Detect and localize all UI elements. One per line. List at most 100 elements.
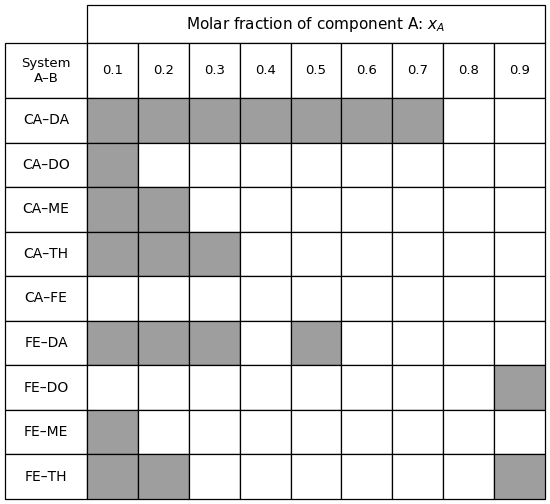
Text: 0.5: 0.5	[305, 64, 327, 77]
Bar	[240, 365, 290, 410]
Bar	[392, 43, 443, 98]
Text: FE–DA: FE–DA	[24, 336, 68, 350]
Bar	[342, 365, 392, 410]
Bar	[138, 410, 189, 455]
Text: 0.7: 0.7	[408, 64, 428, 77]
Bar	[392, 187, 443, 232]
Bar	[290, 410, 342, 455]
Bar	[189, 321, 240, 365]
Bar	[138, 143, 189, 187]
Bar	[494, 276, 545, 321]
Text: FE–DO: FE–DO	[23, 381, 69, 395]
Bar	[5, 321, 87, 365]
Bar	[87, 365, 138, 410]
Bar	[138, 98, 189, 143]
Bar	[494, 43, 545, 98]
Bar	[240, 143, 290, 187]
Bar	[138, 365, 189, 410]
Bar	[240, 232, 290, 276]
Bar	[5, 276, 87, 321]
Bar	[342, 143, 392, 187]
Bar	[443, 455, 494, 499]
Bar	[342, 321, 392, 365]
Bar	[138, 232, 189, 276]
Bar	[443, 232, 494, 276]
Bar	[494, 410, 545, 455]
Bar	[290, 43, 342, 98]
Bar	[138, 455, 189, 499]
Text: FE–ME: FE–ME	[24, 425, 68, 439]
Bar	[87, 232, 138, 276]
Bar	[189, 410, 240, 455]
Bar	[138, 276, 189, 321]
Text: CA–ME: CA–ME	[23, 203, 69, 216]
Bar	[87, 5, 545, 43]
Bar	[342, 98, 392, 143]
Bar	[189, 187, 240, 232]
Bar	[189, 143, 240, 187]
Bar	[392, 98, 443, 143]
Bar	[494, 98, 545, 143]
Bar	[443, 276, 494, 321]
Bar	[290, 232, 342, 276]
Bar	[189, 43, 240, 98]
Bar	[87, 276, 138, 321]
Bar	[392, 321, 443, 365]
Bar	[443, 143, 494, 187]
Bar	[342, 43, 392, 98]
Bar	[87, 43, 138, 98]
Text: 0.4: 0.4	[255, 64, 276, 77]
Bar	[494, 365, 545, 410]
Bar	[290, 455, 342, 499]
Bar	[443, 98, 494, 143]
Text: CA–TH: CA–TH	[24, 247, 69, 261]
Bar	[87, 410, 138, 455]
Bar	[392, 232, 443, 276]
Bar	[290, 143, 342, 187]
Bar	[443, 410, 494, 455]
Bar	[189, 232, 240, 276]
Bar	[5, 187, 87, 232]
Bar	[189, 365, 240, 410]
Bar	[290, 321, 342, 365]
Text: System
A–B: System A–B	[21, 56, 71, 85]
Bar	[342, 187, 392, 232]
Bar	[138, 43, 189, 98]
Text: FE–TH: FE–TH	[25, 470, 67, 484]
Text: 0.6: 0.6	[356, 64, 377, 77]
Bar	[189, 455, 240, 499]
Bar	[240, 321, 290, 365]
Bar	[443, 187, 494, 232]
Bar	[342, 410, 392, 455]
Bar	[443, 365, 494, 410]
Bar	[138, 321, 189, 365]
Text: 0.9: 0.9	[509, 64, 530, 77]
Bar	[240, 187, 290, 232]
Bar	[240, 43, 290, 98]
Bar	[87, 143, 138, 187]
Text: 0.2: 0.2	[153, 64, 174, 77]
Bar	[392, 276, 443, 321]
Bar	[138, 187, 189, 232]
Text: 0.3: 0.3	[204, 64, 225, 77]
Bar	[5, 410, 87, 455]
Bar	[240, 455, 290, 499]
Bar	[342, 455, 392, 499]
Bar	[240, 276, 290, 321]
Text: Molar fraction of component A: $x_A$: Molar fraction of component A: $x_A$	[186, 15, 446, 33]
Text: CA–DA: CA–DA	[23, 113, 69, 128]
Bar	[392, 455, 443, 499]
Bar	[494, 321, 545, 365]
Bar	[342, 232, 392, 276]
Bar	[240, 98, 290, 143]
Bar	[5, 98, 87, 143]
Bar	[392, 410, 443, 455]
Bar	[87, 187, 138, 232]
Bar	[189, 98, 240, 143]
Bar	[392, 143, 443, 187]
Bar	[494, 143, 545, 187]
Bar	[87, 98, 138, 143]
Bar	[5, 455, 87, 499]
Text: CA–FE: CA–FE	[25, 291, 68, 305]
Bar	[290, 365, 342, 410]
